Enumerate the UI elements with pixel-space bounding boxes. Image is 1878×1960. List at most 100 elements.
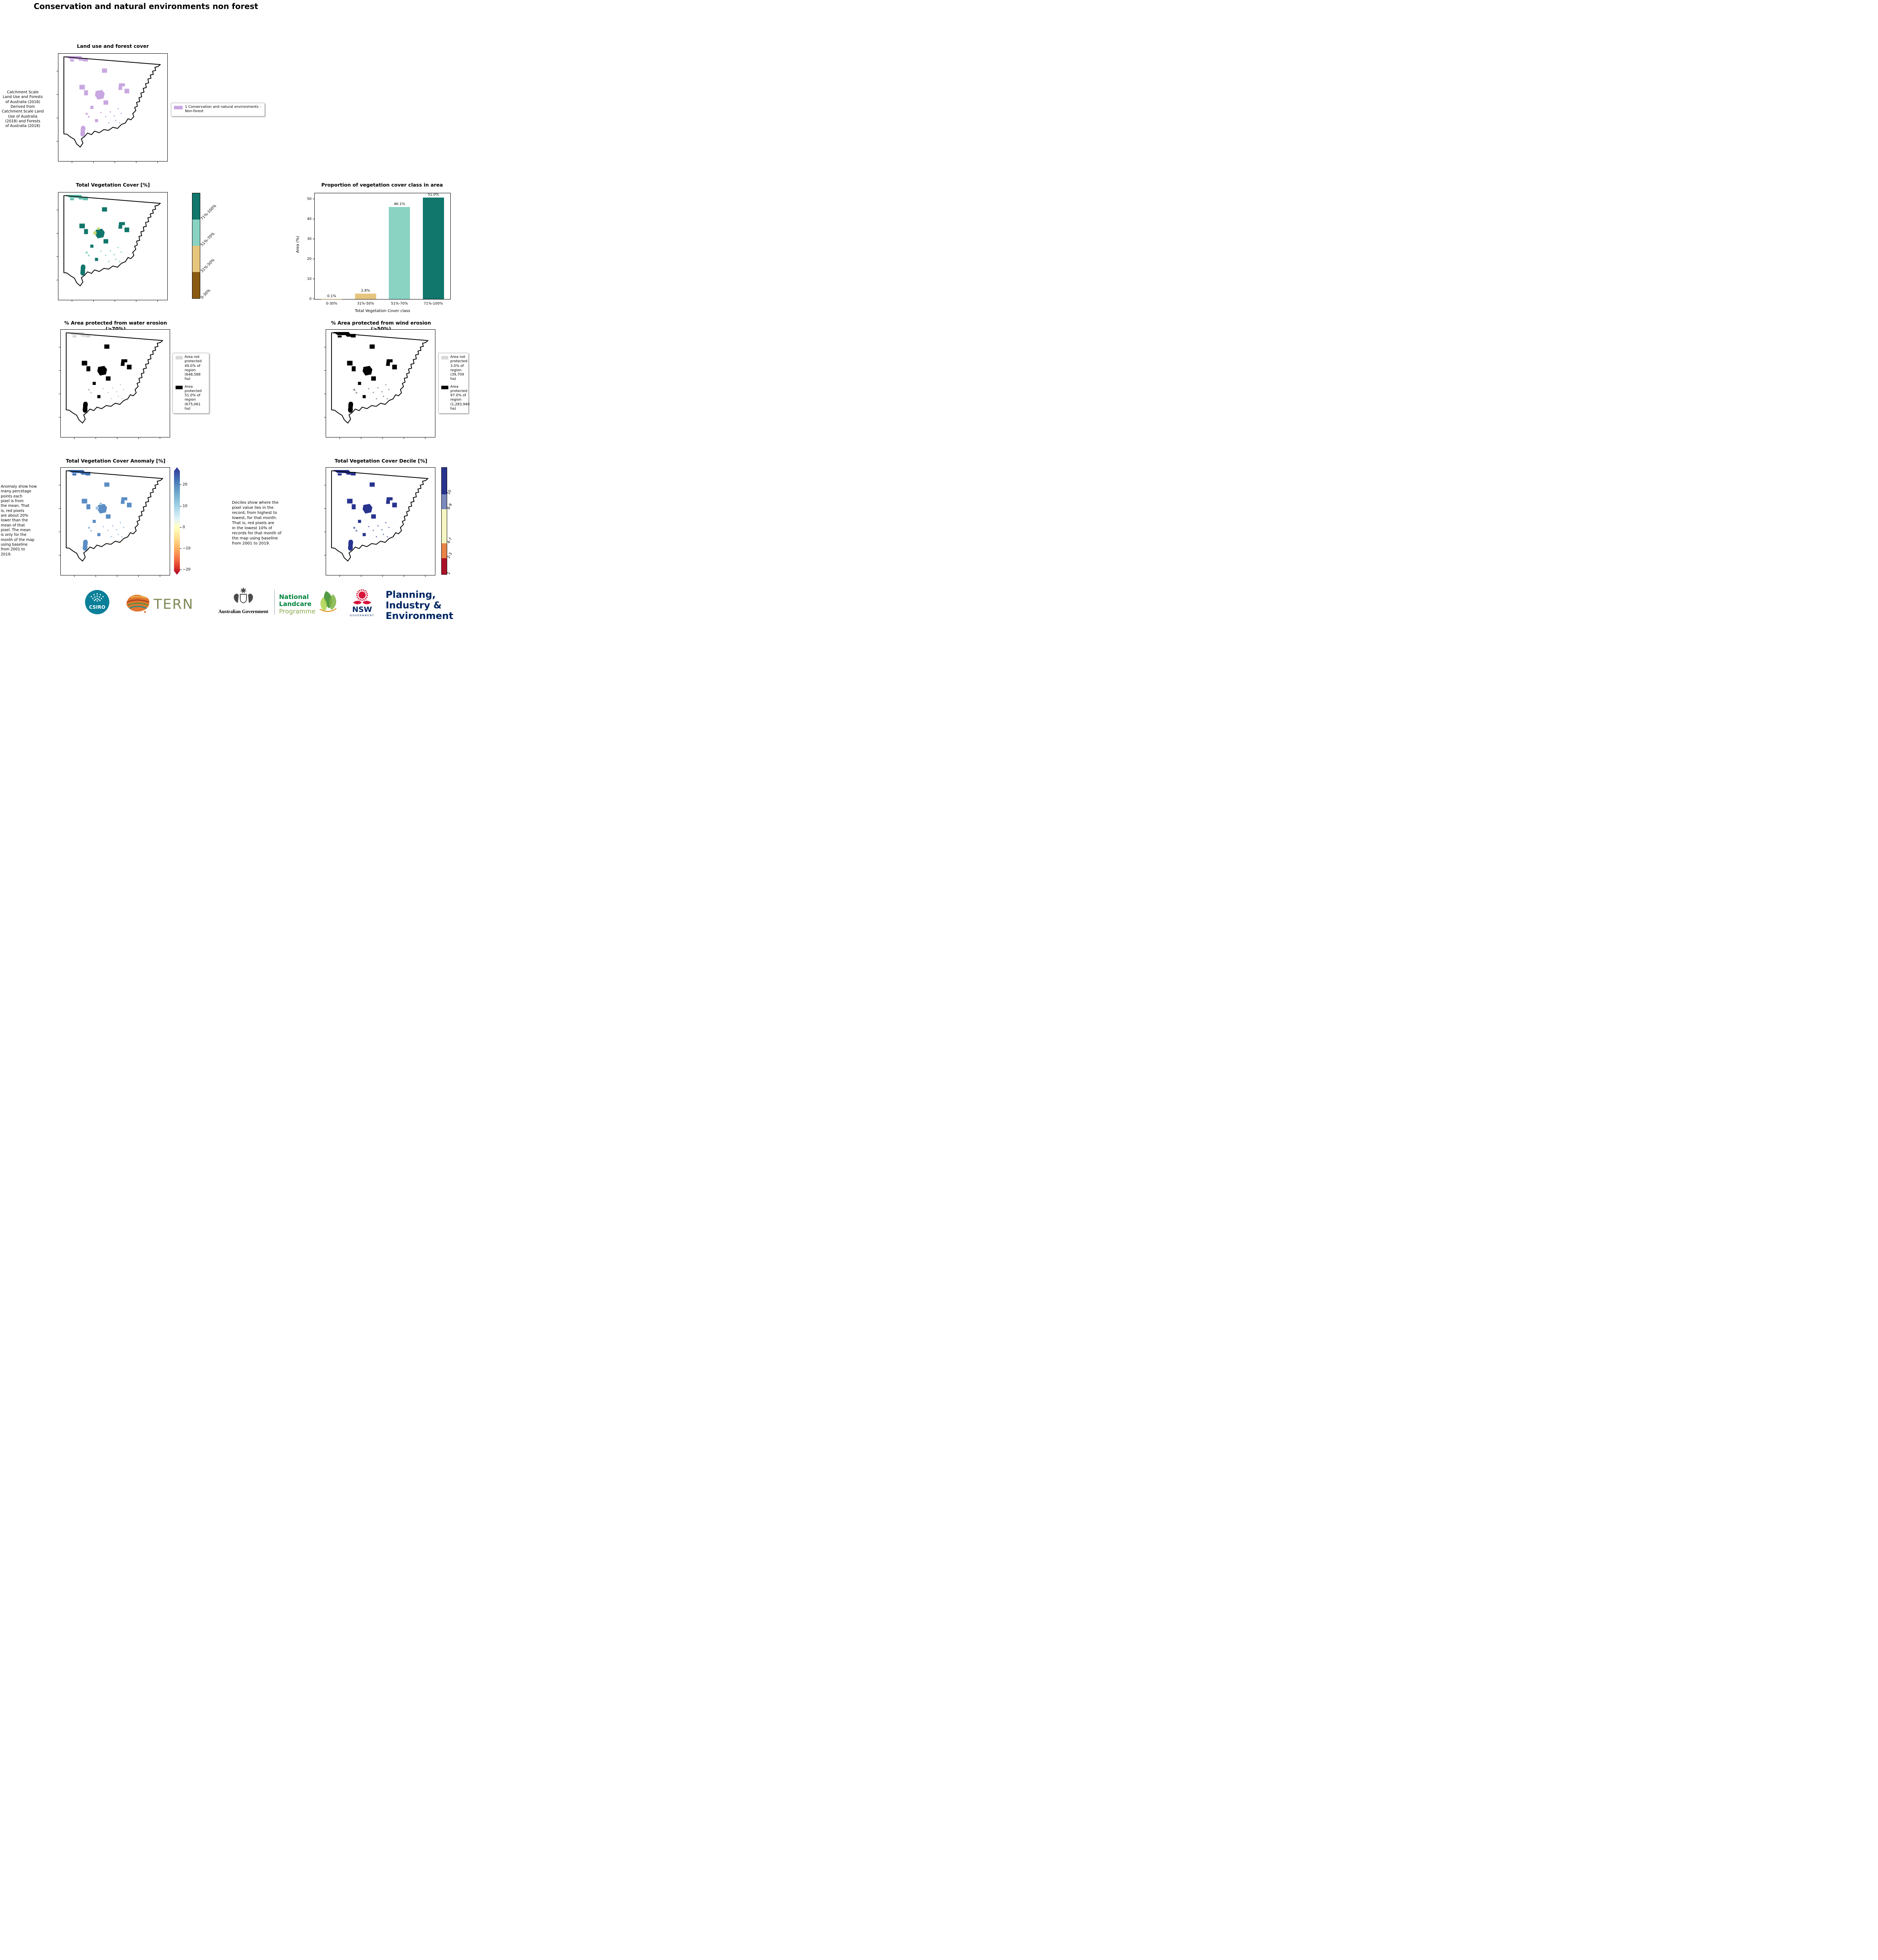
- water-map: [58, 329, 170, 439]
- decile-patches: [353, 522, 390, 537]
- legend-label: Area not protected 49.0% of region (648,…: [185, 355, 202, 381]
- colorbar-label: 8-9: [446, 503, 453, 510]
- vegcover-patches: [85, 247, 122, 262]
- anomaly-colorbar: 20 10 0 −10 −20: [174, 467, 190, 575]
- legend-entry: Area not protected 49.0% of region (648,…: [176, 355, 202, 382]
- y-tick-label: 30: [307, 237, 312, 241]
- catchment-boundary: [331, 470, 429, 562]
- wind-patches: [347, 344, 397, 413]
- ausgov-text: Australian Government: [218, 609, 268, 614]
- colorbar-tick-label: −20: [183, 567, 191, 572]
- x-tick-label: 51%-70%: [391, 302, 408, 306]
- colorbar-tick-label: 10: [183, 504, 188, 508]
- decile-note: Deciles show where the pixel value lies …: [232, 501, 282, 546]
- bar-51%-70%: [389, 207, 410, 299]
- legend-label: Area protected 97.0% of region (1,283,94…: [450, 385, 470, 411]
- y-tick-label: 20: [307, 257, 312, 261]
- colorbar-segment: [442, 543, 447, 559]
- x-tick-label: 31%-50%: [357, 302, 374, 306]
- axis-ticks-icon: [324, 347, 426, 439]
- bar-31%-50%: [355, 293, 376, 299]
- csiro-text: CSIRO: [89, 604, 105, 610]
- tern-logo: TERN: [122, 592, 197, 616]
- landuse-patches: [85, 108, 122, 123]
- x-tick-label: 0-30%: [326, 302, 337, 306]
- nsw-text: NSW: [352, 605, 372, 614]
- legend-swatch: [441, 385, 448, 389]
- decile-title: Total Vegetation Cover Decile [%]: [334, 458, 428, 464]
- y-tick-label: 50: [307, 197, 312, 201]
- axis-ticks-icon: [56, 71, 158, 163]
- landcare-text-2: Landcare: [279, 600, 312, 608]
- planning-text-2: Industry &: [386, 599, 442, 611]
- catchment-boundary: [63, 195, 161, 287]
- bar-slot: 0.1% 0-30%: [315, 193, 349, 306]
- waratah-icon: [353, 589, 371, 604]
- csiro-dots-icon: [91, 593, 104, 602]
- colorbar-tick-mark: [180, 548, 181, 549]
- anomaly-title: Total Vegetation Cover Anomaly [%]: [65, 458, 166, 464]
- decile-map: [324, 467, 435, 577]
- legend-entry: Area not protected 3.0% of region (39,70…: [441, 355, 468, 382]
- legend-swatch: [176, 385, 183, 389]
- wind-map: [324, 329, 435, 439]
- bar-value-label: 51.0%: [428, 193, 439, 197]
- bar-value-label: 2.8%: [361, 289, 370, 293]
- y-tick-label: 0: [309, 297, 312, 301]
- anomaly-patches: [82, 482, 132, 551]
- colorbar-segment: [192, 220, 200, 246]
- axis-ticks-icon: [56, 210, 158, 302]
- water-legend: Area not protected 49.0% of region (648,…: [172, 353, 209, 414]
- x-tick-label: 71%-100%: [424, 302, 443, 306]
- colorbar-label: 2-3: [446, 552, 453, 559]
- chart-xlabel: Total Vegetation Cover class: [355, 309, 410, 313]
- planning-text-1: Planning,: [386, 589, 436, 600]
- colorbar-label: 1: [446, 571, 451, 575]
- legend-label: Area not protected 3.0% of region (39,70…: [450, 355, 468, 381]
- chart-ylabel: Area (%): [295, 236, 300, 253]
- csiro-logo: CSIRO: [85, 590, 110, 616]
- catchment-boundary: [331, 332, 429, 424]
- landuse-note: Catchment Scale Land Use and Forests of …: [2, 90, 44, 129]
- bar-71%-100%: [422, 198, 444, 299]
- axis-ticks-icon: [324, 485, 426, 577]
- colorbar-label: 4-7: [446, 537, 453, 544]
- y-tick-label: 40: [307, 217, 312, 221]
- catchment-boundary: [63, 56, 161, 148]
- colorbar-label: 51%-70%: [200, 231, 216, 247]
- colorbar-segment: [192, 246, 200, 272]
- chart-title: Proportion of vegetation cover class in …: [321, 182, 443, 188]
- colorbar-tick-label: 20: [183, 482, 188, 487]
- legend-swatch: [174, 106, 183, 109]
- bar-plot: 0 10 20 30 40 50 0.1% 0-30% 2.8% 31%-50% 46.1% 51%-…: [307, 193, 451, 306]
- colorbar-tick-label: −10: [183, 546, 191, 551]
- landuse-map: [56, 53, 168, 163]
- nsw-logo: NSW GOVERNMENT: [348, 589, 376, 617]
- water-patches: [82, 344, 132, 413]
- colorbar-label: 10: [446, 489, 453, 495]
- colorbar-label: 0-30%: [200, 288, 212, 300]
- landcare-leaves-icon: [314, 589, 341, 617]
- wind-patches: [353, 384, 390, 399]
- bar-value-label: 0.1%: [327, 294, 336, 298]
- planning-logo: Planning, Industry & Environment: [386, 590, 453, 621]
- colorbar-label: 31%-50%: [200, 258, 216, 274]
- axis-ticks-icon: [58, 485, 160, 577]
- colorbar-segment: [442, 509, 447, 544]
- catchment-boundary: [65, 332, 163, 424]
- vegcover-patches: [79, 207, 129, 276]
- legend-entry: Area protected 97.0% of region (1,283,94…: [441, 385, 470, 412]
- landuse-patches: [79, 68, 129, 137]
- coat-of-arms-icon: [234, 587, 253, 604]
- anomaly-gradient: [174, 467, 180, 575]
- landuse-title: Land use and forest cover: [77, 43, 149, 49]
- water-patches: [88, 384, 124, 399]
- anomaly-patches: [88, 522, 124, 537]
- report-page: Conservation and natural environments no…: [0, 0, 470, 627]
- planning-text-3: Environment: [386, 610, 453, 621]
- decile-colorbar: 10 8-9 4-7 2-3 1: [441, 467, 453, 575]
- bar-slot: 2.8% 31%-50%: [349, 193, 383, 306]
- landuse-legend: 1 Conservation and natural environments …: [171, 103, 265, 116]
- legend-swatch: [441, 356, 448, 359]
- legend-label: 1 Conservation and natural environments …: [185, 105, 261, 114]
